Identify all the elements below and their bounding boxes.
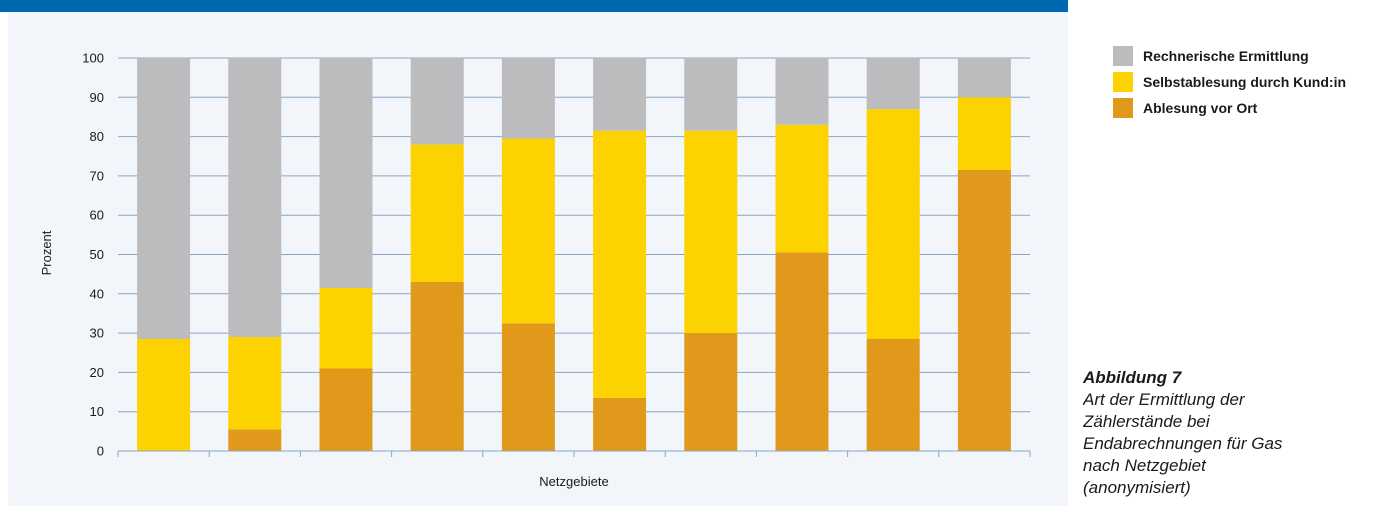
- bar-segment: [957, 97, 1011, 171]
- stacked-bar-chart: 0 10 20 30 40 50 60 70 80 90 100 Prozent Netzgebie…: [39, 51, 1031, 489]
- figure-caption: Abbildung 7 Art der Ermittlung der Zähle…: [1083, 367, 1313, 506]
- bar-segment: [501, 58, 555, 139]
- bar-segment: [684, 130, 738, 334]
- bar-segment: [866, 109, 920, 339]
- x-axis: [117, 450, 1031, 457]
- y-tick-label: 90: [90, 90, 104, 105]
- y-tick-label: 20: [90, 365, 104, 380]
- legend-label: Ablesung vor Ort: [1143, 100, 1258, 116]
- legend-swatch-gray: [1113, 46, 1133, 66]
- bar-segment: [593, 58, 647, 131]
- y-tick-label: 80: [90, 129, 104, 144]
- y-tick-label: 50: [90, 247, 104, 262]
- legend: Rechnerische Ermittlung Selbstablesung d…: [1113, 43, 1346, 121]
- y-axis-label: Prozent: [39, 230, 54, 275]
- bar-segment: [866, 58, 920, 110]
- legend-item-selbstablesung: Selbstablesung durch Kund:in: [1113, 69, 1346, 95]
- y-tick-labels: 0 10 20 30 40 50 60 70 80 90 100: [82, 51, 104, 459]
- bar-segment: [957, 170, 1011, 451]
- bar-segment: [319, 368, 373, 451]
- legend-label: Selbstablesung durch Kund:in: [1143, 74, 1347, 90]
- bar-segment: [228, 429, 282, 451]
- legend-label: Rechnerische Ermittlung: [1143, 48, 1309, 64]
- caption-text: Art der Ermittlung der Zählerstände bei …: [1083, 390, 1283, 497]
- bar-segment: [319, 287, 373, 369]
- bar-segment: [137, 58, 191, 339]
- bar-segment: [593, 130, 647, 398]
- legend-swatch-orange: [1113, 98, 1133, 118]
- y-tick-label: 70: [90, 168, 104, 183]
- bars: [137, 58, 1011, 451]
- bar-segment: [319, 58, 373, 288]
- bar-segment: [684, 58, 738, 131]
- y-tick-label: 40: [90, 286, 104, 301]
- header-bar: [0, 0, 1068, 12]
- bar-segment: [137, 338, 191, 451]
- legend-item-ablesung: Ablesung vor Ort: [1113, 95, 1346, 121]
- bar-segment: [501, 323, 555, 451]
- x-axis-label: Netzgebiete: [539, 474, 608, 489]
- y-tick-label: 100: [82, 51, 104, 66]
- bar-segment: [775, 252, 829, 451]
- legend-item-rechnerische: Rechnerische Ermittlung: [1113, 43, 1346, 69]
- bar-segment: [684, 333, 738, 451]
- y-tick-label: 0: [97, 444, 104, 459]
- bar-segment: [410, 282, 464, 451]
- bar-segment: [410, 58, 464, 145]
- caption-title: Abbildung 7: [1083, 368, 1182, 387]
- bar-segment: [410, 144, 464, 283]
- bar-segment: [228, 337, 282, 430]
- bar-segment: [501, 138, 555, 324]
- bar-segment: [957, 58, 1011, 98]
- legend-swatch-yellow: [1113, 72, 1133, 92]
- bar-segment: [775, 124, 829, 253]
- bar-segment: [775, 58, 829, 125]
- y-tick-label: 10: [90, 404, 104, 419]
- y-tick-label: 30: [90, 326, 104, 341]
- y-tick-label: 60: [90, 208, 104, 223]
- bar-segment: [228, 58, 282, 338]
- bar-segment: [866, 338, 920, 451]
- bar-segment: [593, 397, 647, 451]
